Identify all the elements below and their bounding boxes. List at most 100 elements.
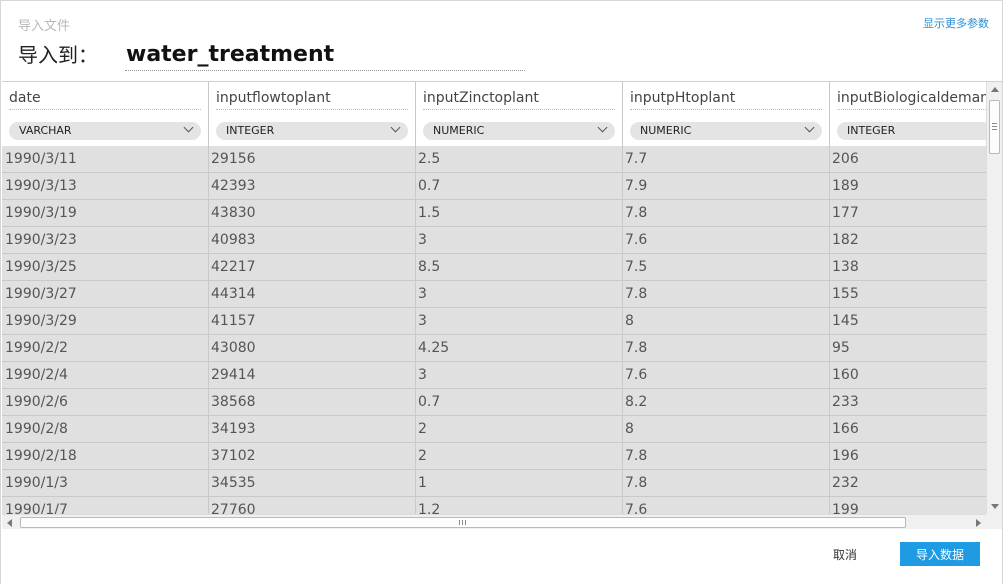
table-cell: 138 [830, 254, 986, 281]
table-cell: 233 [830, 389, 986, 416]
table-cell: 1990/3/27 [2, 281, 208, 308]
table-cell: 7.5 [623, 254, 829, 281]
table-cell: 43080 [209, 335, 415, 362]
column-type-select[interactable]: VARCHAR [9, 122, 201, 140]
table-cell: 2.5 [416, 146, 622, 173]
scroll-down-arrow-icon[interactable] [991, 504, 999, 509]
table-cell: 0.7 [416, 389, 622, 416]
grid-column: inputpHtoplant NUMERIC 7.7 7.9 7.8 7.6 7.5 7.8 8… [623, 82, 830, 514]
table-cell: 177 [830, 200, 986, 227]
show-more-params-link[interactable]: 显示更多参数 [923, 17, 989, 30]
column-header: inputflowtoplant INTEGER [209, 82, 415, 146]
column-name-field[interactable]: inputpHtoplant [630, 86, 822, 110]
table-cell: 27760 [209, 497, 415, 514]
column-type-select[interactable]: INTEGER [216, 122, 408, 140]
chevron-down-icon [804, 122, 815, 133]
grid-viewport: date VARCHAR 1990/3/11 1990/3/13 1990/3/19 19… [2, 82, 986, 514]
table-cell: 1990/3/23 [2, 227, 208, 254]
table-cell: 206 [830, 146, 986, 173]
table-cell: 1990/1/7 [2, 497, 208, 514]
column-header: inputZinctoplant NUMERIC [416, 82, 622, 146]
breadcrumb: 导入文件 [18, 19, 71, 34]
table-cell: 1990/2/2 [2, 335, 208, 362]
table-cell: 2 [416, 443, 622, 470]
grid-column: date VARCHAR 1990/3/11 1990/3/13 1990/3/19 19… [2, 82, 209, 514]
table-cell: 7.6 [623, 227, 829, 254]
table-cell: 0.7 [416, 173, 622, 200]
table-cell: 1990/2/8 [2, 416, 208, 443]
column-type-select[interactable]: INTEGER [837, 122, 986, 140]
table-cell: 8.5 [416, 254, 622, 281]
table-cell: 7.8 [623, 281, 829, 308]
table-cell: 95 [830, 335, 986, 362]
column-type-value: NUMERIC [640, 124, 692, 137]
column-name-field[interactable]: inputZinctoplant [423, 86, 615, 110]
table-name-input[interactable] [125, 39, 525, 71]
column-name-field[interactable]: date [9, 86, 201, 110]
vertical-scrollbar[interactable] [986, 82, 1002, 514]
table-cell: 160 [830, 362, 986, 389]
table-cell: 1.5 [416, 200, 622, 227]
table-cell: 182 [830, 227, 986, 254]
vertical-scroll-thumb[interactable] [989, 100, 1000, 154]
column-header: inputBiologicaldemand INTEGER [830, 82, 986, 146]
column-type-value: INTEGER [226, 124, 275, 137]
table-cell: 155 [830, 281, 986, 308]
table-cell: 3 [416, 227, 622, 254]
preview-grid: date VARCHAR 1990/3/11 1990/3/13 1990/3/19 19… [2, 81, 1002, 530]
import-data-button[interactable]: 导入数据 [900, 542, 980, 566]
chevron-down-icon [183, 122, 194, 133]
table-cell: 8 [623, 416, 829, 443]
column-name-field[interactable]: inputflowtoplant [216, 86, 408, 110]
horizontal-scrollbar[interactable] [2, 514, 986, 530]
scroll-right-arrow-icon[interactable] [976, 519, 981, 527]
table-cell: 4.25 [416, 335, 622, 362]
scroll-up-arrow-icon[interactable] [991, 87, 999, 92]
grid-column: inputflowtoplant INTEGER 29156 42393 43830 40… [209, 82, 416, 514]
table-cell: 41157 [209, 308, 415, 335]
table-cell: 7.8 [623, 335, 829, 362]
table-cell: 8 [623, 308, 829, 335]
table-cell: 42393 [209, 173, 415, 200]
cancel-button[interactable]: 取消 [819, 542, 871, 566]
table-cell: 7.6 [623, 497, 829, 514]
chevron-down-icon [597, 122, 608, 133]
table-cell: 1.2 [416, 497, 622, 514]
column-name-field[interactable]: inputBiologicaldemand [837, 86, 986, 110]
grid-columns: date VARCHAR 1990/3/11 1990/3/13 1990/3/19 19… [2, 82, 986, 514]
table-cell: 7.6 [623, 362, 829, 389]
table-cell: 1990/1/3 [2, 470, 208, 497]
table-cell: 3 [416, 362, 622, 389]
table-cell: 42217 [209, 254, 415, 281]
column-type-select[interactable]: NUMERIC [630, 122, 822, 140]
dialog-footer: 取消 导入数据 [1, 529, 1002, 584]
table-cell: 3 [416, 308, 622, 335]
column-type-value: VARCHAR [19, 124, 72, 137]
scrollbar-corner [986, 514, 1002, 530]
column-type-value: NUMERIC [433, 124, 485, 137]
table-cell: 7.8 [623, 200, 829, 227]
table-cell: 3 [416, 281, 622, 308]
table-cell: 1990/3/29 [2, 308, 208, 335]
table-cell: 29414 [209, 362, 415, 389]
table-cell: 1990/3/19 [2, 200, 208, 227]
horizontal-scroll-thumb[interactable] [20, 517, 906, 528]
table-cell: 38568 [209, 389, 415, 416]
table-cell: 196 [830, 443, 986, 470]
table-cell: 1990/2/4 [2, 362, 208, 389]
table-cell: 2 [416, 416, 622, 443]
column-type-select[interactable]: NUMERIC [423, 122, 615, 140]
table-cell: 1990/2/18 [2, 443, 208, 470]
table-cell: 29156 [209, 146, 415, 173]
table-cell: 1990/3/13 [2, 173, 208, 200]
table-cell: 166 [830, 416, 986, 443]
table-cell: 34193 [209, 416, 415, 443]
table-cell: 189 [830, 173, 986, 200]
column-header: inputpHtoplant NUMERIC [623, 82, 829, 146]
scroll-left-arrow-icon[interactable] [7, 519, 12, 527]
table-cell: 44314 [209, 281, 415, 308]
table-cell: 232 [830, 470, 986, 497]
table-cell: 145 [830, 308, 986, 335]
table-cell: 1990/3/11 [2, 146, 208, 173]
